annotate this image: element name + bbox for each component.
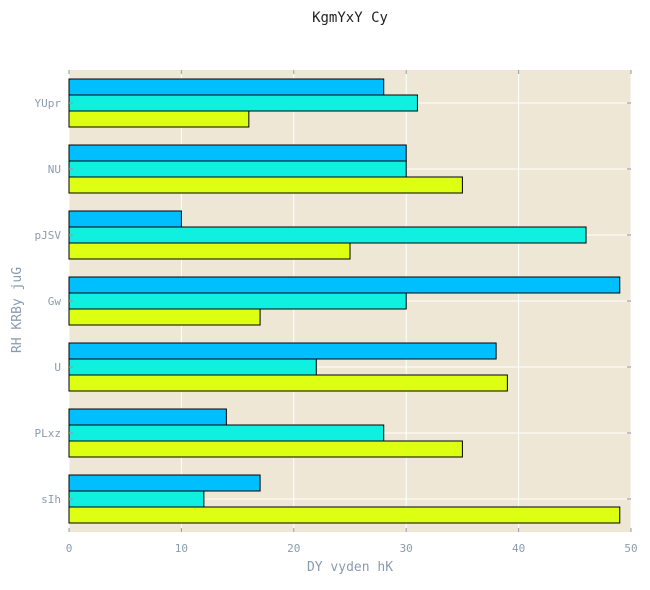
bar bbox=[68, 176, 463, 194]
bar bbox=[68, 242, 351, 260]
bar bbox=[68, 440, 463, 458]
bar bbox=[68, 408, 227, 426]
y-tick-label: Gw bbox=[48, 295, 62, 308]
bar bbox=[68, 160, 407, 178]
y-tick-label: sIh bbox=[41, 493, 61, 506]
x-tick-label: 40 bbox=[512, 542, 525, 555]
x-tick-label: 50 bbox=[624, 542, 637, 555]
bar bbox=[68, 94, 418, 112]
y-tick-label: YUpr bbox=[35, 97, 62, 110]
bars bbox=[68, 78, 621, 524]
bar bbox=[68, 308, 261, 326]
tick-marks bbox=[68, 70, 632, 532]
bar bbox=[68, 78, 385, 96]
bar bbox=[68, 506, 621, 524]
bar bbox=[68, 342, 497, 360]
bar bbox=[68, 424, 385, 442]
y-tick-label: U bbox=[54, 361, 61, 374]
bar bbox=[68, 144, 407, 162]
x-axis-label: DY vyden hK bbox=[307, 560, 393, 575]
bar bbox=[68, 490, 205, 508]
y-tick-label: pJSV bbox=[35, 229, 62, 242]
x-tick-label: 30 bbox=[400, 542, 413, 555]
y-tick-label: PLxz bbox=[35, 427, 62, 440]
bar bbox=[68, 358, 317, 376]
bar bbox=[68, 226, 587, 244]
chart-title: KgmYxY Cy bbox=[312, 10, 388, 26]
bar bbox=[68, 210, 182, 228]
bar bbox=[68, 276, 621, 294]
bar bbox=[68, 292, 407, 310]
bar bbox=[68, 110, 250, 128]
bar bbox=[68, 474, 261, 492]
x-tick-label: 0 bbox=[66, 542, 73, 555]
x-tick-label: 10 bbox=[175, 542, 188, 555]
x-tick-label: 20 bbox=[287, 542, 300, 555]
y-axis-label: RH KRBy juG bbox=[10, 267, 25, 353]
bar bbox=[68, 374, 508, 392]
y-tick-label: NU bbox=[48, 163, 61, 176]
tick-labels: 0 10 20 30 40 50 YUpr NU pJSV Gw U PLxz sIh bbox=[35, 97, 638, 555]
